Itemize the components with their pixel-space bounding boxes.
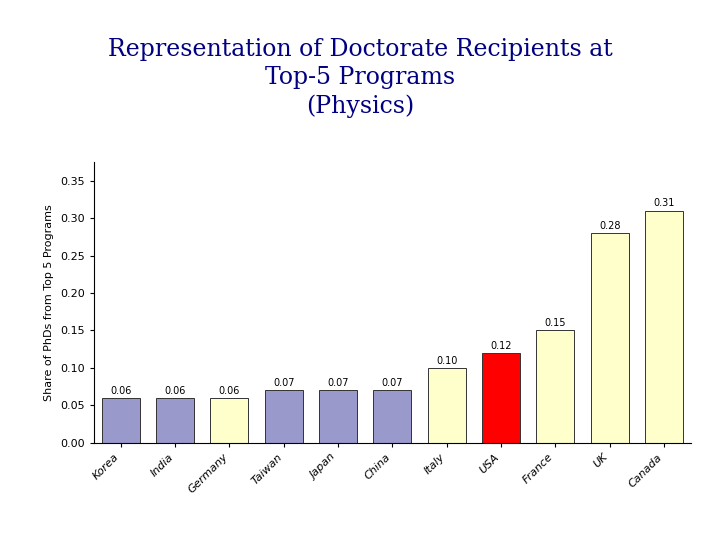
Text: 0.07: 0.07 [273, 378, 294, 388]
Bar [102, 398, 140, 443]
Bar [374, 390, 411, 443]
Text: 0.06: 0.06 [219, 386, 240, 396]
Bar [319, 390, 357, 443]
Text: 0.31: 0.31 [653, 198, 675, 208]
Text: 0.28: 0.28 [599, 221, 621, 231]
Y-axis label: Share of PhDs from Top 5 Programs: Share of PhDs from Top 5 Programs [44, 204, 54, 401]
Bar [536, 330, 575, 443]
Text: 0.15: 0.15 [544, 318, 566, 328]
Bar [265, 390, 302, 443]
Text: 0.06: 0.06 [110, 386, 132, 396]
Text: 0.07: 0.07 [382, 378, 403, 388]
Bar [590, 233, 629, 443]
Text: 0.12: 0.12 [490, 341, 512, 350]
Bar [645, 211, 683, 443]
Bar [428, 368, 466, 443]
Text: 0.07: 0.07 [328, 378, 348, 388]
Bar [482, 353, 520, 443]
Text: 0.06: 0.06 [164, 386, 186, 396]
Bar [156, 398, 194, 443]
Bar [210, 398, 248, 443]
Text: 0.10: 0.10 [436, 356, 457, 366]
Text: Representation of Doctorate Recipients at
Top-5 Programs
(Physics): Representation of Doctorate Recipients a… [107, 38, 613, 118]
